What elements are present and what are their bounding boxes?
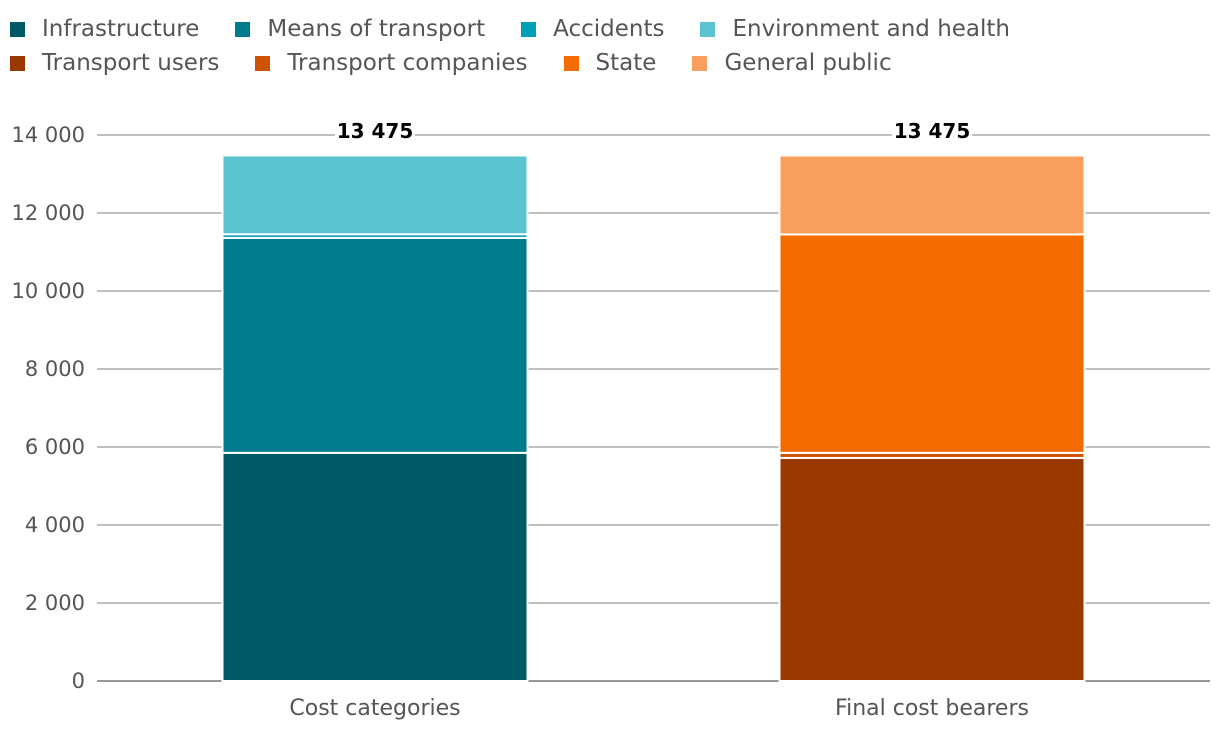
legend-item-general-public: General public: [692, 50, 892, 76]
legend-row-cost-categories: Infrastructure Means of transport Accide…: [10, 12, 1210, 46]
y-tick-label: 2 000: [25, 591, 85, 615]
legend-row-cost-bearers: Transport users Transport companies Stat…: [10, 46, 1210, 80]
legend-item-accidents: Accidents: [521, 16, 664, 42]
legend: Infrastructure Means of transport Accide…: [10, 12, 1210, 80]
legend-swatch-environment-and-health: [700, 21, 716, 37]
bar-segment-transport-users: [778, 456, 1086, 683]
x-category-label: Final cost bearers: [835, 696, 1029, 721]
x-category-label: Cost categories: [289, 696, 460, 721]
legend-item-state: State: [563, 50, 657, 76]
total-label-background: [335, 121, 415, 143]
y-tick-label: 12 000: [12, 201, 85, 225]
legend-item-environment-and-health: Environment and health: [700, 16, 1010, 42]
bar-segment-state: [778, 233, 1086, 454]
y-tick-label: 0: [72, 669, 85, 693]
legend-label-infrastructure: Infrastructure: [42, 16, 200, 42]
legend-label-transport-companies: Transport companies: [287, 50, 528, 76]
legend-swatch-accidents: [521, 21, 537, 37]
bar-segment-environment-and-health: [221, 154, 529, 236]
legend-swatch-transport-companies: [255, 55, 271, 71]
legend-swatch-means-of-transport: [235, 21, 251, 37]
legend-item-transport-companies: Transport companies: [255, 50, 528, 76]
legend-swatch-general-public: [692, 55, 708, 71]
legend-item-infrastructure: Infrastructure: [10, 16, 199, 42]
legend-label-means-of-transport: Means of transport: [267, 16, 486, 42]
total-label: 13 475: [337, 119, 414, 143]
y-tick-label: 6 000: [25, 435, 85, 459]
legend-swatch-infrastructure: [10, 21, 25, 37]
legend-item-transport-users: Transport users: [10, 50, 219, 76]
y-tick-label: 14 000: [12, 123, 85, 147]
y-tick-label: 10 000: [12, 279, 85, 303]
legend-swatch-transport-users: [10, 55, 25, 71]
total-label-background: [892, 121, 972, 143]
legend-swatch-state: [563, 55, 579, 71]
legend-label-environment-and-health: Environment and health: [732, 16, 1011, 42]
legend-item-means-of-transport: Means of transport: [235, 16, 485, 42]
bar-segment-infrastructure: [221, 451, 529, 682]
y-tick-label: 8 000: [25, 357, 85, 381]
bar-segment-means-of-transport: [221, 236, 529, 454]
legend-label-state: State: [595, 50, 657, 76]
legend-label-accidents: Accidents: [553, 16, 665, 42]
legend-label-general-public: General public: [724, 50, 892, 76]
legend-label-transport-users: Transport users: [42, 50, 220, 76]
y-tick-label: 4 000: [25, 513, 85, 537]
total-label: 13 475: [894, 119, 971, 143]
bar-segment-general-public: [778, 154, 1086, 236]
